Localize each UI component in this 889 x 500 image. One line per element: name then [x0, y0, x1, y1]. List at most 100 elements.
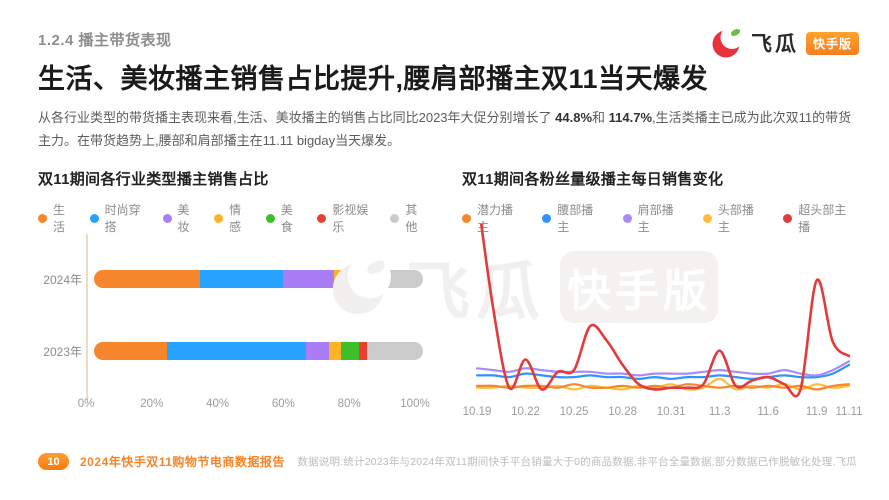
- line-chart-plot: [475, 224, 851, 398]
- bar-segment-美食: [352, 270, 366, 288]
- line-chart-legend: 潜力播主 腰部播主 肩部播主 头部播主 超头部主播: [462, 201, 874, 235]
- legend-label: 情感: [229, 203, 242, 234]
- legend-item: 生活: [38, 201, 73, 235]
- legend-item: 肩部播主: [622, 201, 678, 235]
- bar-segment-其他: [367, 342, 423, 360]
- stacked-bar: [94, 270, 423, 288]
- x-tick-label: 40%: [206, 398, 230, 410]
- brand-logo: 飞瓜 快手版: [711, 28, 859, 58]
- data-disclaimer: 数据说明:统计2023年与2024年双11期间快手平台销量大于0的商品数据,非平…: [297, 456, 857, 468]
- brand-edition-badge: 快手版: [805, 31, 859, 55]
- legend-dot-icon: [265, 213, 275, 223]
- line-series-腰部播主: [475, 363, 851, 380]
- legend-dot-icon: [390, 213, 400, 223]
- x-tick-label: 0%: [77, 398, 95, 410]
- bar-segment-情感: [328, 342, 341, 360]
- legend-dot-icon: [783, 213, 793, 223]
- line-series-超头部主播: [479, 224, 851, 398]
- intro-paragraph: 从各行业类型的带货播主表现来看,生活、美妆播主的销售占比同比2023年大促分别增…: [38, 106, 856, 152]
- daily-sales-line-chart: 双11期间各粉丝量级播主每日销售变化 潜力播主 腰部播主 肩部播主 头部播主 超头部主播…: [462, 168, 874, 436]
- bar-segment-其他: [375, 270, 423, 288]
- legend-dot-icon: [214, 213, 224, 223]
- footer: 10 2024年快手双11购物节电商数据报告 数据说明:统计2023年与2024…: [38, 453, 857, 470]
- legend-label: 美食: [280, 203, 293, 234]
- legend-label: 美妆: [177, 203, 190, 234]
- legend-dot-icon: [622, 213, 632, 223]
- bar-category-label: 2023年: [43, 344, 82, 359]
- bar-chart-x-axis: 0% 20% 40% 60% 80% 100%: [78, 398, 430, 414]
- intro-text: ,生活类播主已成为此次双11的带货主力。在带货趋势上,腰部和肩部播主在11.11…: [38, 110, 852, 148]
- legend-item: 情感: [214, 201, 249, 235]
- page-number-badge: 10: [38, 453, 69, 470]
- x-tick-label: 10.28: [608, 406, 637, 418]
- bar-segment-影视娱乐: [365, 270, 376, 288]
- legend-item: 时尚穿搭: [89, 201, 146, 235]
- bar-segment-美妆: [283, 270, 334, 288]
- legend-dot-icon: [702, 213, 712, 223]
- legend-label: 肩部播主: [637, 203, 674, 234]
- legend-label: 生活: [53, 203, 66, 234]
- melon-icon: [712, 28, 744, 58]
- legend-label: 腰部播主: [557, 203, 594, 234]
- legend-label: 其他: [405, 203, 418, 234]
- bar-segment-美食: [340, 342, 360, 360]
- page-title: 生活、美妆播主销售占比提升,腰肩部播主双11当天爆发: [38, 64, 709, 94]
- legend-label: 时尚穿搭: [104, 203, 141, 234]
- bar-segment-影视娱乐: [359, 342, 368, 360]
- legend-dot-icon: [162, 213, 172, 223]
- legend-item: 美食: [265, 201, 301, 235]
- bar-row-2024年: 2024年: [38, 270, 442, 288]
- x-tick-label: 11.3: [708, 406, 731, 418]
- industry-share-bar-chart: 双11期间各行业类型播主销售占比 生活 时尚穿搭 美妆 情感 美食 影视娱乐 其他 2024…: [38, 168, 442, 436]
- x-tick-label: 11.9: [805, 406, 828, 418]
- legend-item: 影视娱乐: [317, 201, 373, 235]
- x-tick-label: 11.11: [835, 406, 863, 418]
- section-number-label: 1.2.4 播主带货表现: [38, 32, 172, 49]
- legend-label: 头部播主: [717, 203, 754, 234]
- x-tick-label: 100%: [400, 398, 430, 410]
- legend-item: 其他: [390, 201, 425, 235]
- line-chart-title: 双11期间各粉丝量级播主每日销售变化: [462, 171, 724, 188]
- bar-segment-情感: [333, 270, 353, 288]
- bar-segment-生活: [94, 270, 200, 288]
- bar-chart-title: 双11期间各行业类型播主销售占比: [38, 171, 269, 188]
- legend-item: 腰部播主: [542, 201, 597, 235]
- legend-label: 超头部主播: [798, 203, 847, 234]
- y-axis-line: [86, 234, 88, 400]
- x-tick-label: 20%: [140, 398, 164, 410]
- growth-value-life: 44.8%: [555, 110, 593, 125]
- legend-item: 超头部主播: [783, 201, 849, 235]
- legend-dot-icon: [38, 213, 47, 223]
- legend-dot-icon: [462, 213, 471, 223]
- line-series-肩部播主: [475, 360, 851, 377]
- growth-value-beauty: 114.7%: [608, 110, 653, 125]
- legend-dot-icon: [542, 213, 552, 223]
- line-chart-x-axis: 10.19 10.22 10.25 10.28 10.31 11.3 11.6 11.9 11.…: [463, 406, 863, 422]
- line-series-潜力播主: [475, 383, 851, 391]
- intro-text: 和: [592, 110, 609, 125]
- bar-segment-时尚穿搭: [167, 342, 306, 360]
- legend-item: 头部播主: [702, 201, 758, 235]
- legend-label: 影视娱乐: [332, 203, 369, 234]
- intro-text: 从各行业类型的带货播主表现来看,生活、美妆播主的销售占比同比2023年大促分别增…: [38, 110, 556, 125]
- bar-chart-legend: 生活 时尚穿搭 美妆 情感 美食 影视娱乐 其他: [38, 201, 442, 235]
- bar-segment-时尚穿搭: [199, 270, 284, 288]
- stacked-bar: [94, 342, 423, 360]
- bar-segment-美妆: [305, 342, 329, 360]
- legend-dot-icon: [317, 213, 327, 223]
- x-tick-label: 10.25: [559, 406, 589, 418]
- x-tick-label: 10.22: [511, 406, 540, 418]
- x-tick-label: 80%: [337, 398, 361, 410]
- x-tick-label: 10.31: [656, 406, 686, 418]
- x-tick-label: 60%: [271, 398, 295, 410]
- brand-name: 飞瓜: [750, 33, 799, 56]
- report-title: 2024年快手双11购物节电商数据报告: [80, 455, 285, 469]
- legend-dot-icon: [89, 213, 99, 223]
- bar-segment-生活: [94, 342, 168, 360]
- x-tick-label: 11.6: [757, 406, 779, 418]
- legend-item: 美妆: [162, 201, 198, 235]
- bar-row-2023年: 2023年: [38, 342, 442, 360]
- x-tick-label: 10.19: [462, 406, 492, 418]
- bar-category-label: 2024年: [43, 272, 82, 287]
